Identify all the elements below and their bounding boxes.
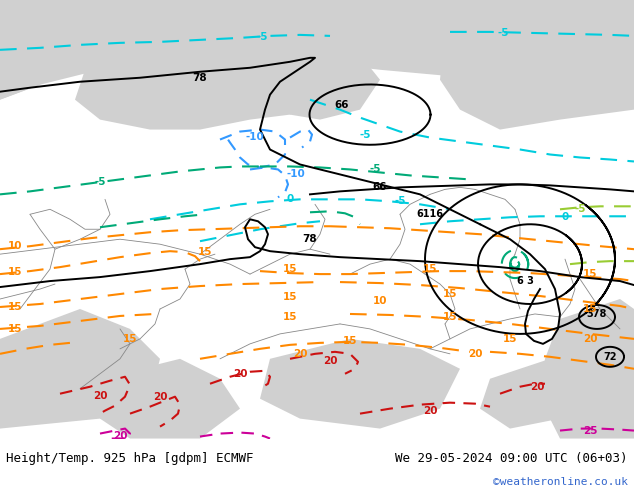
Text: -5: -5 — [394, 196, 406, 206]
Text: -5: -5 — [574, 204, 586, 214]
Text: -10: -10 — [287, 170, 306, 179]
Text: 0: 0 — [287, 195, 294, 204]
Text: 6116: 6116 — [417, 209, 444, 220]
Text: 15: 15 — [8, 302, 22, 312]
Text: 72: 72 — [603, 352, 617, 362]
Text: 15: 15 — [198, 247, 212, 257]
Polygon shape — [100, 359, 240, 439]
Text: 78: 78 — [302, 234, 317, 244]
Polygon shape — [280, 55, 380, 120]
Text: 15: 15 — [423, 264, 437, 274]
Text: 15: 15 — [583, 269, 597, 279]
Text: 20: 20 — [583, 334, 597, 344]
Text: 66: 66 — [373, 182, 387, 193]
Text: 15: 15 — [583, 304, 597, 314]
Text: 15: 15 — [283, 312, 297, 322]
Polygon shape — [440, 0, 634, 129]
Text: 15: 15 — [8, 267, 22, 277]
Text: -5: -5 — [369, 165, 381, 174]
Polygon shape — [540, 299, 634, 439]
Text: -5: -5 — [497, 28, 508, 38]
Text: 15: 15 — [8, 324, 22, 334]
Polygon shape — [75, 30, 350, 129]
Text: 15: 15 — [283, 292, 297, 302]
Text: 25: 25 — [583, 426, 597, 436]
Text: -5: -5 — [256, 32, 268, 42]
Text: 6 3: 6 3 — [517, 276, 533, 286]
Text: 0: 0 — [561, 212, 569, 222]
Text: 20: 20 — [293, 349, 307, 359]
Text: 20: 20 — [530, 382, 544, 392]
Text: 15: 15 — [343, 336, 357, 346]
Text: 20: 20 — [93, 391, 107, 401]
Polygon shape — [260, 339, 460, 429]
Text: 20: 20 — [468, 349, 482, 359]
Text: -5: -5 — [94, 177, 106, 187]
Text: 20: 20 — [323, 356, 337, 366]
Text: 10: 10 — [373, 296, 387, 306]
Polygon shape — [0, 309, 160, 429]
Text: 20: 20 — [153, 392, 167, 402]
Text: -5: -5 — [359, 129, 371, 140]
Text: 378: 378 — [587, 309, 607, 319]
Text: 20: 20 — [423, 406, 437, 416]
Text: ©weatheronline.co.uk: ©weatheronline.co.uk — [493, 477, 628, 487]
Text: 15: 15 — [503, 334, 517, 344]
Text: Height/Temp. 925 hPa [gdpm] ECMWF: Height/Temp. 925 hPa [gdpm] ECMWF — [6, 452, 254, 465]
Text: 78: 78 — [193, 73, 207, 83]
Text: We 29-05-2024 09:00 UTC (06+03): We 29-05-2024 09:00 UTC (06+03) — [395, 452, 628, 465]
Polygon shape — [0, 0, 70, 99]
Text: 20: 20 — [113, 431, 127, 441]
Text: 66: 66 — [335, 99, 349, 110]
Text: -10: -10 — [245, 131, 264, 142]
Text: 15: 15 — [283, 264, 297, 274]
Text: 10: 10 — [8, 241, 22, 251]
Text: 15: 15 — [443, 289, 457, 299]
Text: 20: 20 — [233, 369, 247, 379]
Text: 15: 15 — [123, 334, 137, 344]
Polygon shape — [480, 359, 570, 429]
Polygon shape — [0, 0, 634, 99]
Text: 15: 15 — [443, 312, 457, 322]
